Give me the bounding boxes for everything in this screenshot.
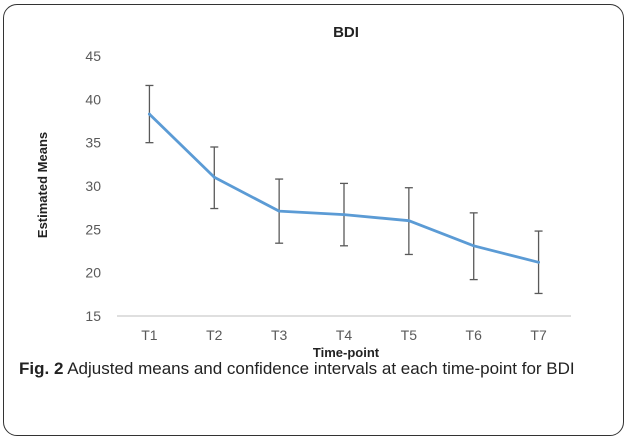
data-point (212, 175, 216, 179)
y-tick-label: 15 (85, 308, 101, 324)
confidence-interval-layer (145, 84, 543, 295)
x-tick-label: T1 (141, 327, 158, 343)
y-tick-label: 40 (85, 91, 101, 107)
x-tick-label: T6 (466, 327, 483, 343)
x-tick-label: T7 (530, 327, 547, 343)
y-axis-label: Estimated Means (35, 132, 50, 238)
x-axis-label: Time-point (313, 345, 380, 360)
series-line-layer (147, 112, 540, 264)
y-tick-label: 30 (85, 178, 101, 194)
y-tick-label: 35 (85, 135, 101, 151)
y-tick-label: 45 (85, 48, 101, 64)
x-tick-label: T4 (336, 327, 353, 343)
figure-caption-text: Adjusted means and confidence intervals … (63, 359, 575, 378)
data-point (407, 219, 411, 223)
figure-frame (3, 4, 624, 436)
data-point (342, 213, 346, 217)
chart: 15 20 25 30 35 40 45 T1 T2 T3 T4 T5 T6 T7 BDI Time-po… (35, 24, 571, 360)
data-point (472, 244, 476, 248)
figure-caption: Fig. 2 Adjusted means and confidence int… (19, 357, 611, 381)
data-point (537, 260, 540, 264)
axis-layer: 15 20 25 30 35 40 45 T1 T2 T3 T4 T5 T6 T7 (85, 48, 571, 343)
y-tick-label: 25 (85, 221, 101, 237)
chart-title: BDI (333, 24, 359, 41)
data-point (277, 209, 281, 213)
figure-label: Fig. 2 (19, 359, 64, 378)
x-tick-label: T2 (206, 327, 223, 343)
x-tick-label: T5 (401, 327, 418, 343)
data-point (148, 112, 151, 116)
x-tick-label: T3 (271, 327, 288, 343)
y-tick-label: 20 (85, 265, 101, 281)
